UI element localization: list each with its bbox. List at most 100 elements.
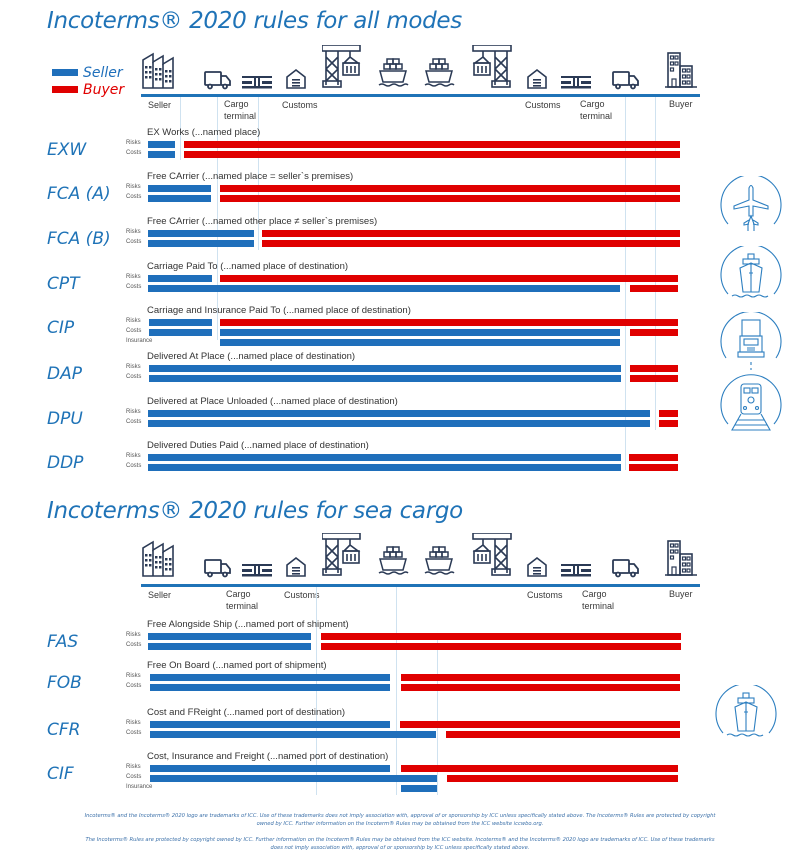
costs-label: Costs: [126, 150, 142, 156]
term-code: CPT: [47, 274, 80, 294]
seller-costs-bar: [150, 775, 437, 782]
costs-label: Costs: [126, 774, 142, 780]
crane-icon: [472, 45, 512, 88]
stop-label: Customs: [525, 100, 561, 110]
timeline-line: [141, 584, 700, 587]
risks-label: Risks: [126, 453, 141, 459]
term-code: FCA (B): [47, 229, 111, 249]
term-code: FCA (A): [47, 184, 111, 204]
seller-risks-bar: [149, 319, 212, 326]
seller-costs-bar: [149, 375, 621, 382]
costs-label: Costs: [126, 463, 142, 469]
term-code: DPU: [47, 409, 83, 429]
warehouse-icon: [286, 557, 306, 577]
stop-label: Cargo terminal: [580, 99, 613, 121]
truck-icon: [204, 71, 231, 90]
legend-buyer-swatch: [52, 86, 78, 93]
seller-risks-bar: [150, 765, 390, 772]
stop-label: Customs: [527, 590, 563, 600]
term-code: CIP: [47, 318, 75, 338]
title-all-modes: Incoterms® 2020 rules for all modes: [47, 8, 462, 34]
guide-line: [258, 97, 259, 250]
seller-insurance-bar: [220, 339, 620, 346]
buyer-risks-bar: [262, 230, 680, 237]
stop-label: Seller: [148, 590, 172, 600]
term-code: DAP: [47, 364, 82, 384]
legend: Seller Buyer: [52, 64, 124, 98]
stop-label: Cargo terminal: [226, 589, 259, 611]
stop-label: Buyer: [669, 589, 693, 599]
legend-seller: Seller: [52, 64, 124, 81]
seller-costs-bar: [148, 464, 621, 471]
seller-risks-bar: [148, 185, 211, 192]
truck-icon: [204, 559, 231, 578]
warehouse-icon: [527, 69, 547, 89]
costs-label: Costs: [126, 642, 142, 648]
cargo-terminal-icon: [242, 564, 272, 577]
guide-line: [625, 97, 626, 470]
stop-label: Seller: [148, 100, 172, 110]
container-ship-icon: [424, 546, 455, 575]
legend-seller-label: Seller: [83, 64, 123, 81]
rule-name: Delivered Duties Paid (...named place of…: [147, 440, 369, 451]
cargo-terminal-icon: [561, 564, 591, 577]
risks-label: Risks: [126, 409, 141, 415]
buyer-risks-bar: [401, 674, 680, 681]
costs-label: Costs: [126, 194, 142, 200]
truck-icon: [720, 312, 782, 371]
office-building-icon: [665, 540, 698, 576]
truck-icon: [612, 71, 639, 90]
rule-name: EX Works (...named place): [147, 127, 261, 138]
term-code: FOB: [47, 673, 82, 693]
warehouse-icon: [286, 69, 306, 89]
seller-costs-bar: [220, 329, 620, 336]
seller-risks-bar: [150, 721, 390, 728]
container-ship-icon: [378, 58, 409, 87]
seller-costs-bar: [148, 195, 211, 202]
costs-label: Costs: [126, 683, 142, 689]
ship-icon: [715, 685, 777, 737]
costs-label: Costs: [126, 284, 142, 290]
buyer-risks-bar: [220, 185, 680, 192]
seller-costs-bar: [149, 329, 212, 336]
seller-costs-bar: [148, 643, 311, 650]
warehouse-icon: [527, 557, 547, 577]
buyer-costs-bar: [184, 151, 680, 158]
rule-name: Free CArrier (...named place = seller`s …: [147, 171, 354, 182]
risks-label: Risks: [126, 318, 141, 324]
legend-buyer-label: Buyer: [83, 81, 125, 98]
seller-costs-bar: [150, 684, 390, 691]
ship-icon: [720, 246, 782, 298]
seller-risks-bar: [149, 365, 621, 372]
crane-icon: [322, 45, 361, 88]
buyer-risks-bar: [630, 365, 678, 372]
buyer-costs-bar: [321, 643, 681, 650]
train-icon: [720, 374, 782, 431]
costs-label: Costs: [126, 730, 142, 736]
factory-icon: [142, 541, 174, 577]
buyer-costs-bar: [446, 731, 680, 738]
stop-label: Cargo terminal: [224, 99, 257, 121]
rule-name: Carriage and Insurance Paid To (...named…: [147, 305, 411, 316]
legend-seller-swatch: [52, 69, 78, 76]
rule-name: Free On Board (...named port of shipment…: [147, 660, 327, 671]
rule-name: Free CArrier (...named other place ≠ sel…: [147, 216, 378, 227]
crane-icon: [472, 533, 512, 576]
buyer-risks-bar: [401, 765, 678, 772]
footnote-trademark: Incoterms® and the Incoterms® 2020 logo …: [84, 813, 716, 827]
risks-label: Risks: [126, 632, 141, 638]
seller-risks-bar: [148, 141, 175, 148]
rule-name: Delivered At Place (...named place of de…: [147, 351, 356, 362]
rule-name: Cost, Insurance and Freight (...named po…: [147, 751, 389, 762]
term-code: EXW: [47, 140, 87, 160]
buyer-costs-bar: [401, 684, 680, 691]
rule-name: Delivered at Place Unloaded (...named pl…: [147, 396, 398, 407]
seller-risks-bar: [148, 275, 212, 282]
term-code: DDP: [47, 453, 84, 473]
costs-label: Costs: [126, 374, 142, 380]
seller-risks-bar: [148, 230, 254, 237]
seller-costs-bar: [148, 240, 254, 247]
guide-line: [655, 97, 656, 430]
insurance-label: Insurance: [126, 784, 153, 790]
risks-label: Risks: [126, 274, 141, 280]
